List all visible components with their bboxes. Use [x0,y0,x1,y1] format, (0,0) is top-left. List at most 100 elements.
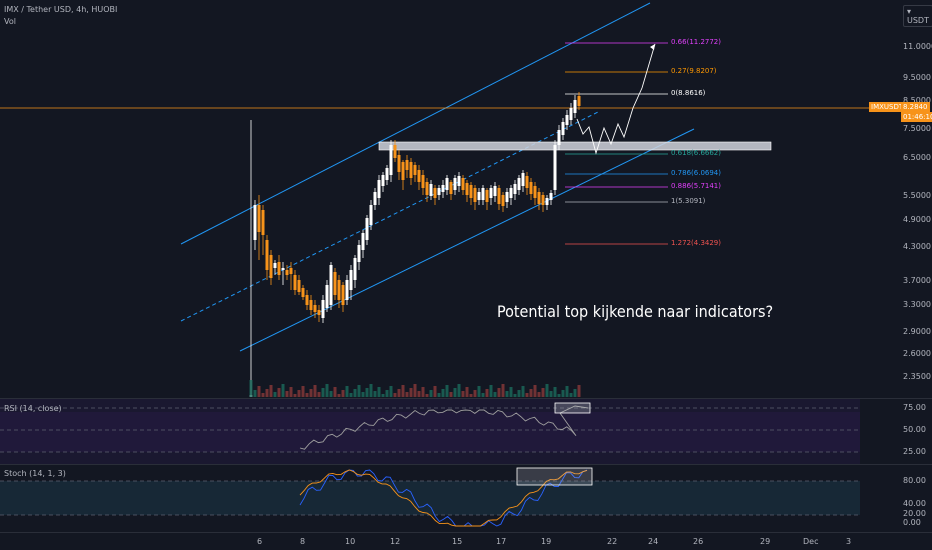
candle-body [309,300,313,310]
candle-body [345,280,349,300]
volume-bar [537,392,541,397]
stoch-tick: 80.00 [903,476,926,485]
volume-bar [289,387,293,397]
last-price-badge: 8.2840 [901,102,930,112]
stoch-separator[interactable] [0,464,932,465]
rsi-title: RSI (14, close) [4,404,62,413]
volume-bar [513,394,517,397]
volume-bar [309,389,313,397]
candle-body [573,100,577,113]
time-tick: 12 [390,537,401,546]
fib-level-label: 0.27(9.8207) [671,67,717,75]
volume-bar [341,390,345,397]
candle-body [521,173,525,186]
time-axis-separator [0,532,932,533]
volume-bar [425,394,429,397]
candle-body [553,145,557,190]
fib-level-label: 0.886(5.7141) [671,182,721,190]
volume-bar [445,385,449,397]
volume-bar [305,393,309,397]
rsi-tick: 50.00 [903,425,926,434]
candle-body [457,176,461,186]
candle-body [357,245,361,262]
volume-bar [313,385,317,397]
volume-bar [377,387,381,397]
volume-bar [409,388,413,397]
volume-bar [517,390,521,397]
volume-bar [505,391,509,397]
candle-body [373,192,377,205]
volume-bar [249,380,253,397]
candle-body [413,165,417,175]
fib-level-label: 0.618(6.6662) [671,149,721,157]
volume-bar [405,392,409,397]
fib-level-label: 1(5.3091) [671,197,706,205]
candle-body [377,180,381,198]
volume-bar [525,393,529,397]
volume-bar [465,387,469,397]
time-tick: 6 [257,537,263,546]
price-tick: 3.3000 [903,300,931,309]
candle-body [449,182,453,194]
candle-body [349,270,353,290]
volume-bar [441,389,445,397]
volume-bar [401,385,405,397]
volume-bar [301,386,305,397]
volume-bar [417,391,421,397]
candle-body [501,195,505,206]
candle-body [525,176,529,188]
candle-body [569,108,573,120]
candle-body [517,178,521,190]
stoch-title: Stoch (14, 1, 3) [4,469,66,478]
candle-body [333,272,337,295]
candle-body [369,205,373,225]
candle-body [341,285,345,305]
candle-body [421,175,425,188]
annotation-text[interactable]: Potential top kijkende naar indicators? [497,302,774,321]
candle-body [577,96,581,106]
price-tick: 2.9000 [903,327,931,336]
volume-bar [557,394,561,397]
candle-body [313,305,317,312]
candle-body [433,188,437,198]
volume-bar [389,386,393,397]
price-tick: 4.9000 [903,215,931,224]
volume-bar [481,393,485,397]
candle-body [437,188,441,195]
candle-body [529,182,533,194]
countdown-badge: 01:46:10 [901,112,932,122]
volume-bar [541,388,545,397]
candle-body [253,205,257,240]
volume-bar [321,388,325,397]
volume-bar [257,386,261,397]
candle-body [285,270,289,275]
volume-bar [489,385,493,397]
volume-bar [325,384,329,397]
price-tick: 9.5000 [903,73,931,82]
time-tick: 10 [345,537,356,546]
candle-body [497,188,501,204]
volume-bar [573,389,577,397]
volume-bar [273,392,277,397]
volume-bar [253,390,257,397]
chevron-down-icon: ▾ [907,7,912,16]
candle-body [401,162,405,180]
rsi-line [299,405,589,450]
candle-body [493,186,497,196]
fib-level-label: 0.786(6.0694) [671,169,721,177]
candle-body [393,145,397,158]
stoch-tick: 0.00 [903,518,921,527]
candle-body [337,280,341,300]
resistance-zone [378,141,772,151]
currency-button[interactable]: ▾ USDT [903,5,932,27]
rsi-tick: 75.00 [903,403,926,412]
candle-body [561,122,565,135]
volume-bar [577,385,581,397]
rsi-separator[interactable] [0,398,932,399]
stoch-highlight-box [516,467,593,486]
volume-bar [561,390,565,397]
projection-arrowhead [650,44,655,50]
candle-body [321,300,325,318]
candle-body [297,280,301,292]
